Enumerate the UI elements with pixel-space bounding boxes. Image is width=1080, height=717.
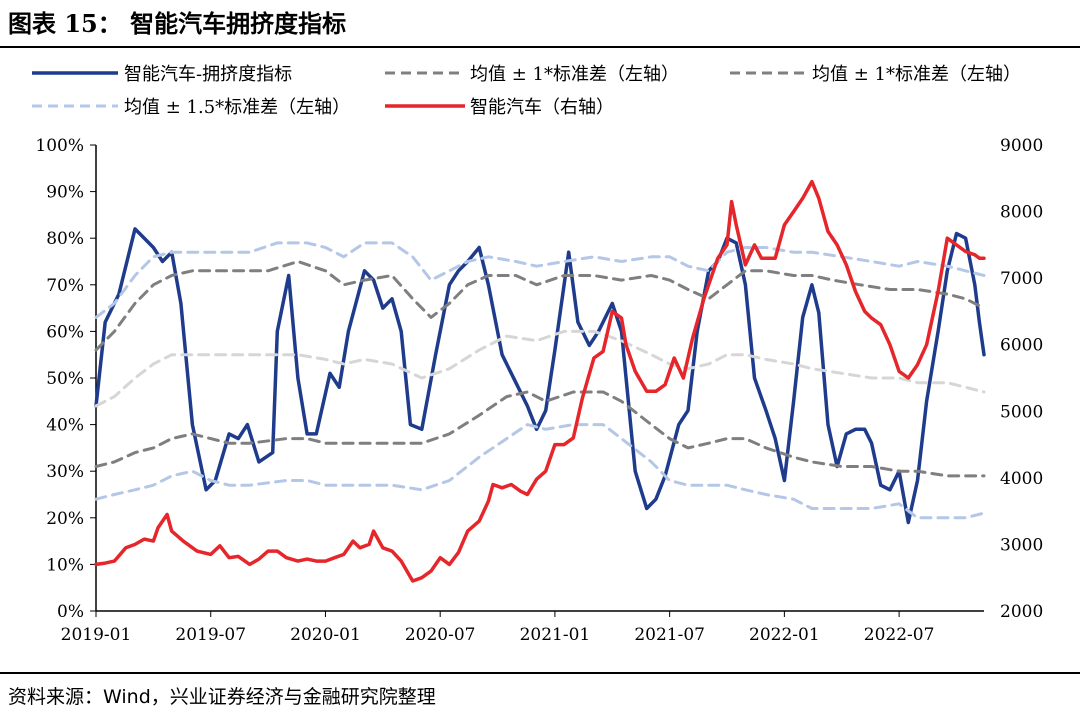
left-tick-label: 80% [46, 229, 84, 249]
left-tick-label: 50% [46, 369, 84, 389]
legend-label-crowding: 智能汽车-拥挤度指标 [124, 64, 292, 85]
right-tick-label: 4000 [1000, 469, 1043, 489]
title-rule [0, 46, 1080, 48]
right-tick-label: 8000 [1000, 203, 1043, 223]
right-tick-label: 3000 [1000, 535, 1043, 555]
left-tick-label: 100% [35, 136, 84, 156]
right-tick-label: 6000 [1000, 336, 1043, 356]
right-tick-label: 7000 [1000, 269, 1043, 289]
left-tick-label: 30% [46, 462, 84, 482]
x-tick-label: 2021-01 [520, 625, 591, 645]
left-tick-label: 10% [46, 555, 84, 575]
right-tick-label: 9000 [1000, 136, 1043, 156]
series-line-0 [94, 227, 986, 525]
left-tick-label: 40% [46, 416, 84, 436]
figure-title: 图表 15： 智能汽车拥挤度指标 [8, 9, 347, 38]
series-line-5 [94, 423, 986, 520]
x-tick-label: 2020-07 [405, 625, 476, 645]
legend-label-price: 智能汽车（右轴） [470, 97, 614, 118]
legend: 智能汽车-拥挤度指标 均值 ± 1*标准差（左轴） 均值 ± 1*标准差（左轴）… [32, 64, 1021, 118]
left-tick-label: 0% [57, 602, 84, 622]
left-tick-label: 60% [46, 322, 84, 342]
legend-label-band-1std-a: 均值 ± 1*标准差（左轴） [470, 64, 679, 85]
legend-label-band-1p5std: 均值 ± 1.5*标准差（左轴） [124, 97, 350, 118]
left-tick-label: 70% [46, 276, 84, 296]
x-tick-label: 2020-01 [290, 625, 361, 645]
x-tick-label: 2022-01 [749, 625, 820, 645]
footer-rule [0, 672, 1080, 674]
series-line-6 [94, 179, 986, 583]
legend-label-band-1std-b: 均值 ± 1*标准差（左轴） [812, 64, 1021, 85]
right-tick-label: 2000 [1000, 602, 1043, 622]
left-tick-label: 90% [46, 183, 84, 203]
line-chart: 智能汽车-拥挤度指标 均值 ± 1*标准差（左轴） 均值 ± 1*标准差（左轴）… [32, 64, 1043, 645]
series-line-4 [94, 329, 986, 408]
right-tick-label: 5000 [1000, 402, 1043, 422]
series-line-2 [94, 390, 986, 478]
axes: 0% 10% 20% 30% 40% 50% 60% 70% 80% 90% 100% 2000 300… [35, 136, 1043, 645]
series-line-3 [94, 241, 986, 319]
source-note: 资料来源：Wind，兴业证券经济与金融研究院整理 [8, 686, 436, 708]
x-tick-label: 2021-07 [634, 625, 705, 645]
left-tick-label: 20% [46, 509, 84, 529]
x-tick-label: 2019-01 [61, 625, 132, 645]
x-tick-label: 2022-07 [864, 625, 935, 645]
series-line-1 [94, 260, 986, 352]
x-tick-label: 2019-07 [175, 625, 246, 645]
series-group [94, 179, 986, 583]
